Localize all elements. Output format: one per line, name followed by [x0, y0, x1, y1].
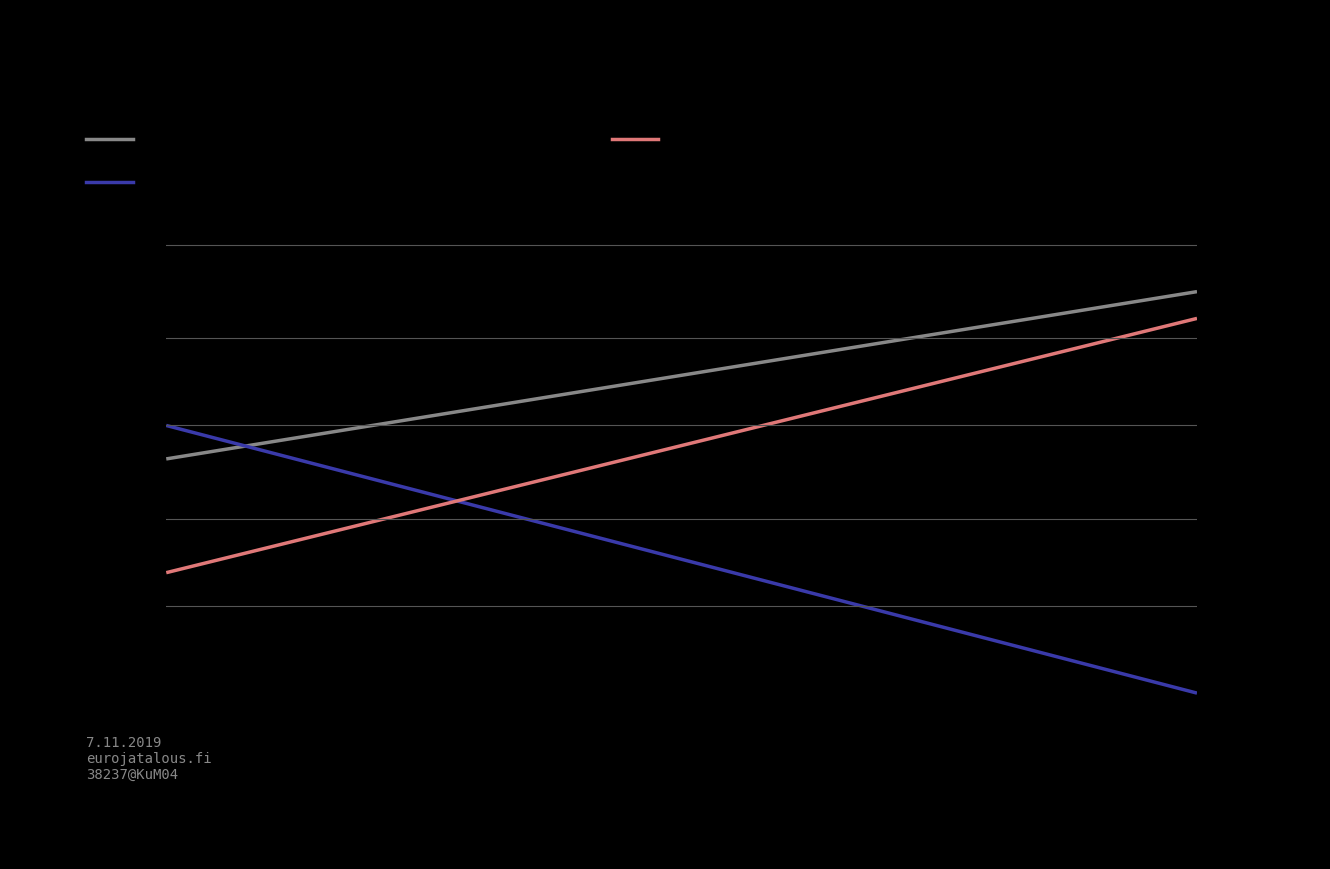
Text: 7.11.2019
eurojatalous.fi
38237@КuМ04: 7.11.2019 eurojatalous.fi 38237@КuМ04	[86, 736, 211, 782]
